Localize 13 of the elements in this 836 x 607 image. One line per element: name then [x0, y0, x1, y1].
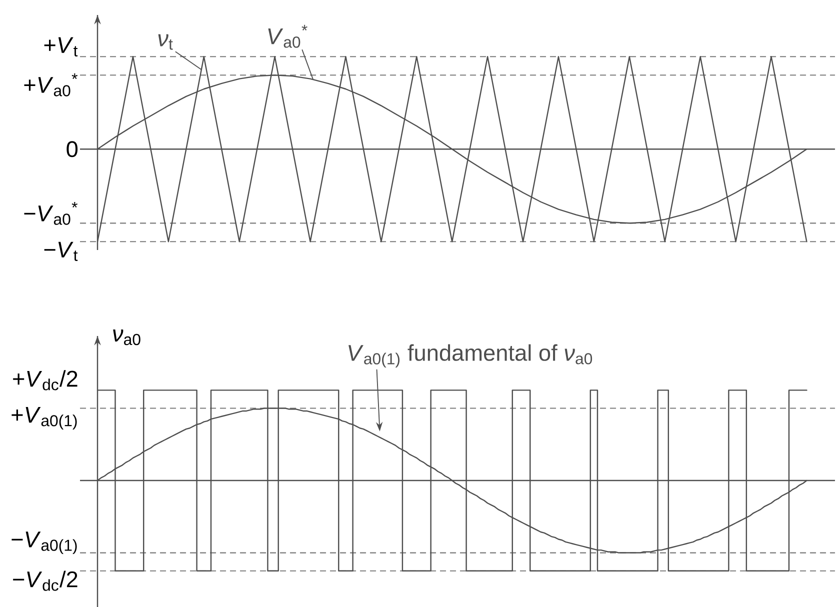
ref-line-label: −V$_{t}$	[44, 242, 78, 261]
y-axis-title: ν$_{a0}$	[113, 330, 140, 346]
ref-line-label: +V$_{t}$	[44, 37, 78, 56]
series-label: ν$_{t}$	[158, 34, 173, 50]
series-label: V$_{a0}$*	[268, 24, 308, 48]
ref-line-label: −V$_{a0(1)}$	[12, 532, 77, 554]
ref-line-label: +V$_{a0}$*	[24, 73, 78, 96]
text: +V$_{dc}$/2	[13, 370, 78, 390]
text: V$_{a0(1)}$ fundamental of ν$_{a0}$	[348, 344, 592, 368]
ref-line-label: +V$_{a0(1)}$	[12, 407, 77, 430]
ref-line-label: 0	[66, 141, 78, 158]
ref-line-label: −V$_{dc}$/2	[13, 570, 78, 591]
ref-line-label: −V$_{a0}$*	[24, 202, 78, 225]
